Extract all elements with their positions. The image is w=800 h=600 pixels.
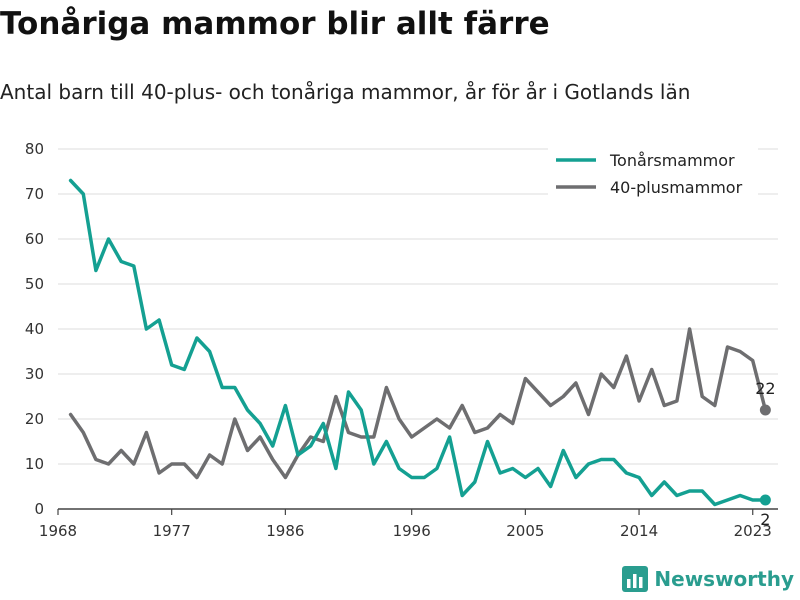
legend-label-teen: Tonårsmammor (609, 151, 735, 170)
legend-label-40plus: 40-plusmammor (610, 178, 743, 197)
x-tick-label: 2023 (734, 522, 772, 540)
chart-subtitle: Antal barn till 40-plus- och tonåriga ma… (0, 80, 691, 104)
chart-title: Tonåriga mammor blir allt färre (0, 6, 550, 42)
legend: Tonårsmammor 40-plusmammor (548, 146, 758, 204)
end-label-teen: 2 (760, 510, 770, 529)
y-tick-label: 40 (25, 320, 44, 338)
y-axis-ticks: 0 10 20 30 40 50 60 70 80 (25, 140, 44, 518)
x-tick-label: 1996 (393, 522, 431, 540)
end-marker-teen (759, 494, 771, 506)
series-lines (68, 178, 768, 507)
y-tick-label: 0 (34, 500, 44, 518)
x-tick-label: 1986 (266, 522, 304, 540)
bar-chart-icon (622, 566, 649, 592)
brand-name: Newsworthy (654, 567, 794, 591)
series-line-teen (68, 178, 768, 507)
x-axis: 1968 1977 1986 1996 2005 2014 2023 (39, 508, 778, 540)
y-tick-label: 10 (25, 455, 44, 473)
x-tick-label: 1968 (39, 522, 77, 540)
y-tick-label: 70 (25, 185, 44, 203)
y-tick-label: 30 (25, 365, 44, 383)
x-tick-label: 2014 (620, 522, 658, 540)
end-marker-40plus (759, 404, 771, 416)
series-line-40plus (68, 327, 768, 480)
y-tick-label: 80 (25, 140, 44, 158)
y-tick-label: 50 (25, 275, 44, 293)
y-tick-label: 20 (25, 410, 44, 428)
x-tick-label: 2005 (506, 522, 544, 540)
y-tick-label: 60 (25, 230, 44, 248)
brand-logo: Newsworthy (622, 566, 794, 592)
x-tick-label: 1977 (153, 522, 191, 540)
legend-background (548, 146, 758, 204)
end-markers: 222 (755, 379, 775, 529)
end-label-40plus: 22 (755, 379, 775, 398)
